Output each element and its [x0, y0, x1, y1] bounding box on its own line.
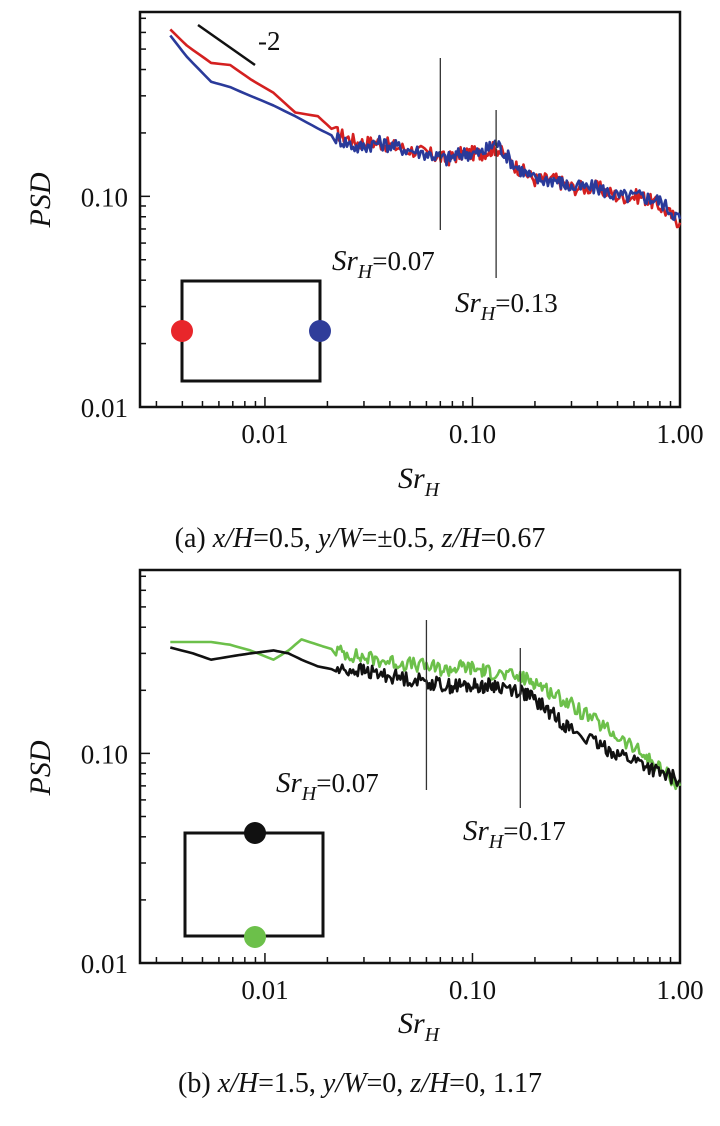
- inset-box: [183, 831, 325, 938]
- caption-part: =0,: [366, 1068, 410, 1099]
- marker-annotation: SrH=0.13: [455, 287, 558, 325]
- annotation-subscript: H: [357, 261, 374, 283]
- caption-part: /H: [223, 523, 255, 554]
- x-tick-label: 0.01: [241, 975, 288, 1005]
- annotation-sr: Sr: [455, 287, 482, 319]
- annotation-value: =0.07: [372, 246, 434, 276]
- inset-probe-point: [244, 822, 266, 844]
- caption-part: x: [212, 523, 226, 554]
- x-axis-title-subscript: H: [424, 1024, 441, 1046]
- annotation-sr: Sr: [332, 245, 359, 277]
- caption-part: /W: [333, 1068, 369, 1099]
- caption-part: x: [217, 1068, 231, 1099]
- y-tick-label: 0.01: [81, 393, 128, 423]
- caption-part: =0.5,: [253, 523, 318, 554]
- series-line: [169, 646, 682, 787]
- inset-probe-point: [171, 320, 193, 342]
- annotation-sr: Sr: [463, 815, 490, 847]
- annotation-subscript: H: [301, 783, 318, 805]
- caption-part: z: [441, 523, 453, 554]
- marker-annotation: SrH=0.07: [276, 767, 379, 805]
- caption-part: y: [315, 523, 331, 554]
- panel-caption: (a) x/H=0.5, y/W=±0.5, z/H=0.67: [175, 523, 546, 554]
- x-axis-title: SrH: [398, 462, 441, 501]
- caption-part: =±0.5,: [361, 523, 441, 554]
- series-line: [170, 638, 682, 791]
- x-tick-label: 1.00: [656, 419, 703, 449]
- caption-part: =0.67: [481, 523, 546, 554]
- annotation-sr: Sr: [276, 767, 303, 799]
- annotation-subscript: H: [480, 303, 497, 325]
- x-tick-label: 1.00: [656, 975, 703, 1005]
- series-line: [169, 34, 682, 222]
- slope-label: -2: [258, 26, 281, 56]
- marker-annotation: SrH=0.17: [463, 815, 566, 853]
- y-axis-title: PSD: [24, 740, 57, 796]
- caption-part: (b): [178, 1068, 218, 1099]
- y-tick-label: 0.10: [81, 739, 128, 769]
- inset-probe-point: [309, 320, 331, 342]
- y-tick-label: 0.01: [81, 949, 128, 979]
- caption-part: /H: [451, 523, 483, 554]
- y-tick-label: 0.10: [81, 182, 128, 212]
- caption-part: /W: [328, 523, 364, 554]
- plot-frame: [138, 10, 682, 409]
- x-tick-label: 0.10: [449, 419, 496, 449]
- panel-b: 0.01 0.10 1.000.010.10PSDSrHSrH=0.07SrH=0.…: [24, 568, 704, 1099]
- inset-box: [180, 279, 322, 383]
- annotation-subscript: H: [488, 831, 505, 853]
- annotation-value: =0.07: [316, 768, 378, 798]
- caption-part: (a): [175, 523, 213, 554]
- annotation-value: =0.17: [503, 816, 565, 846]
- caption-part: /H: [228, 1068, 260, 1099]
- caption-part: =1.5,: [258, 1068, 323, 1099]
- plot-frame: [138, 568, 682, 965]
- caption-part: y: [320, 1068, 336, 1099]
- y-axis-title: PSD: [24, 172, 57, 228]
- slope-line: [197, 23, 256, 67]
- x-tick-label: 0.10: [449, 975, 496, 1005]
- panel-caption: (b) x/H=1.5, y/W=0, z/H=0, 1.17: [178, 1068, 542, 1099]
- caption-part: =0, 1.17: [449, 1068, 542, 1099]
- inset-probe-point: [244, 926, 266, 948]
- caption-part: z: [409, 1068, 421, 1099]
- x-axis-title: SrH: [398, 1007, 441, 1046]
- panel-a: 0.01 0.10 1.000.010.10PSDSrHSrH=0.07SrH=0.…: [24, 10, 704, 554]
- marker-annotation: SrH=0.07: [332, 245, 435, 283]
- annotation-value: =0.13: [495, 288, 557, 318]
- caption-part: /H: [419, 1068, 451, 1099]
- x-tick-label: 0.01: [241, 419, 288, 449]
- x-axis-title-subscript: H: [424, 479, 441, 501]
